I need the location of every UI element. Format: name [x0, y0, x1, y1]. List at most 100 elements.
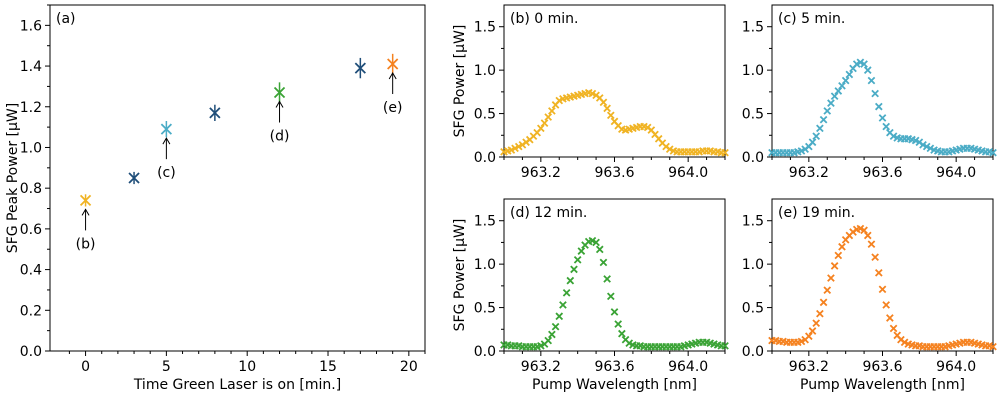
- data-point: [874, 268, 883, 277]
- data-point: [871, 89, 879, 98]
- data-point: [841, 76, 850, 85]
- y-tick-label: 0.0: [474, 344, 496, 360]
- data-point: [559, 301, 567, 309]
- plot-frame: [503, 4, 726, 158]
- data-point: [863, 66, 872, 74]
- data-point: [819, 298, 828, 307]
- annotation-label: (e): [383, 100, 403, 116]
- data-point: [551, 322, 560, 331]
- data-point: [599, 98, 608, 107]
- x-tick-label: 963.6: [594, 165, 634, 181]
- data-point: [989, 148, 997, 157]
- panel-label: (d) 12 min.: [510, 205, 587, 221]
- panel-b-spectrum-0-min: 963.2 963.6 964.0 0.0 0.5 1.0 1.5 (b) 0 min. SFG…: [452, 4, 729, 181]
- y-tick-label: 1.0: [474, 257, 496, 273]
- y-tick-label: 0.0: [474, 150, 496, 166]
- data-point: [209, 107, 221, 119]
- y-tick-label: 0.4: [20, 263, 42, 279]
- x-axis-label: Time Green Laser is on [min.]: [133, 377, 341, 393]
- x-tick-label: 964.0: [936, 359, 976, 375]
- data-point: [721, 148, 729, 157]
- data-point: [721, 341, 729, 350]
- data-point: [827, 274, 835, 282]
- data-point: [354, 62, 366, 74]
- data-point: [387, 58, 399, 70]
- data-point: [606, 111, 615, 120]
- data-point: [808, 327, 817, 335]
- data-point: [610, 308, 619, 316]
- data-point: [823, 286, 832, 295]
- y-tick-label: 1.0: [742, 257, 764, 273]
- data-point: [592, 238, 600, 247]
- data-point: [614, 320, 623, 328]
- data-point: [603, 275, 611, 283]
- x-tick-label: 964.0: [936, 165, 976, 181]
- data-point: [618, 329, 626, 338]
- data-point: [577, 247, 586, 255]
- y-tick-label: 1.0: [474, 63, 496, 79]
- data-point: [603, 104, 611, 113]
- data-point: [606, 292, 615, 301]
- y-tick-label: 0.2: [20, 303, 42, 319]
- y-tick-label: 0.5: [742, 301, 764, 317]
- data-point: [878, 114, 887, 122]
- data-point: [548, 330, 556, 339]
- x-tick-label: 963.2: [789, 165, 829, 181]
- y-axis-label: SFG Power [μW]: [452, 25, 468, 138]
- data-point: [555, 312, 564, 321]
- data-point: [544, 336, 553, 345]
- data-point: [595, 245, 604, 254]
- x-axis-label: Pump Wavelength [nm]: [800, 377, 965, 393]
- x-tick-label: 5: [162, 359, 171, 375]
- data-point: [845, 70, 854, 79]
- x-tick-label: 963.2: [521, 165, 561, 181]
- y-tick-label: 1.5: [742, 20, 764, 36]
- data-point: [160, 123, 173, 135]
- plot-frame: [503, 198, 726, 352]
- x-tick-label: 963.6: [594, 359, 634, 375]
- plot-frame: [771, 198, 994, 352]
- y-tick-label: 0.6: [20, 222, 42, 238]
- y-tick-label: 0.0: [20, 344, 42, 360]
- data-point: [882, 122, 891, 131]
- data-point: [989, 342, 997, 351]
- x-tick-label: 10: [238, 359, 256, 375]
- data-point: [562, 288, 571, 297]
- panel-c-spectrum-5-min: 963.2 963.6 964.0 0.0 0.5 1.0 1.5 (c) 5 min.: [742, 4, 997, 181]
- data-point: [536, 124, 545, 133]
- x-tick-label: 0: [81, 359, 90, 375]
- data-point: [882, 301, 891, 309]
- annotation-label: (c): [157, 165, 176, 181]
- x-tick-label: 20: [400, 359, 418, 375]
- annotation-label: (d): [270, 129, 290, 145]
- data-point: [548, 107, 556, 115]
- data-point: [871, 253, 879, 262]
- y-tick-label: 0.0: [742, 344, 764, 360]
- data-point: [812, 132, 821, 140]
- data-point: [886, 314, 894, 322]
- annotation-arrowhead: [388, 72, 397, 80]
- y-tick-label: 1.0: [742, 63, 764, 79]
- panel-label: (c) 5 min.: [778, 11, 845, 27]
- data-point: [812, 319, 821, 328]
- y-tick-label: 1.5: [742, 214, 764, 230]
- y-tick-label: 1.0: [20, 140, 42, 156]
- data-point: [544, 113, 553, 121]
- data-point: [573, 255, 582, 264]
- data-point: [860, 60, 868, 68]
- y-tick-label: 1.5: [474, 214, 496, 230]
- panel-e-spectrum-19-min: 963.2 963.6 964.0 0.0 0.5 1.0 1.5 (e) 19 min. Pu…: [742, 198, 997, 393]
- data-point: [863, 231, 872, 240]
- data-point: [570, 265, 578, 274]
- x-tick-label: 15: [319, 359, 337, 375]
- x-tick-label: 963.6: [862, 165, 902, 181]
- data-point: [830, 92, 839, 101]
- data-point: [599, 258, 608, 267]
- data-point: [834, 87, 843, 95]
- data-point: [838, 81, 846, 90]
- data-point: [827, 99, 835, 107]
- data-point: [889, 324, 898, 333]
- x-tick-label: 963.2: [521, 359, 561, 375]
- data-point: [834, 251, 843, 260]
